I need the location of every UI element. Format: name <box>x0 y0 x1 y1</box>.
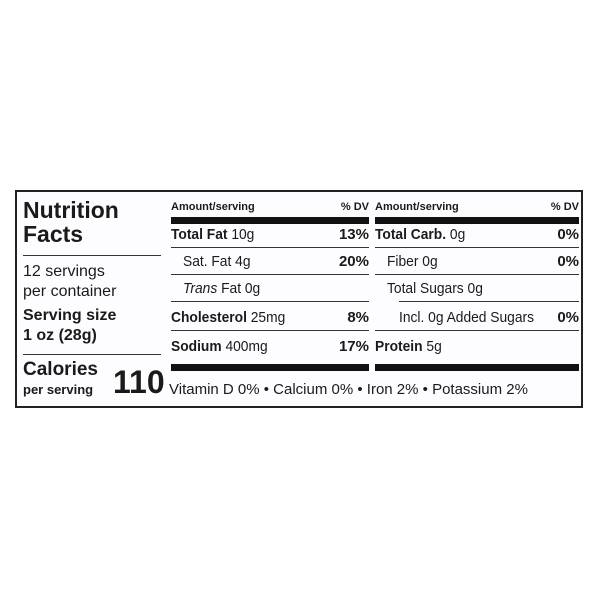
nutrition-facts-label: Nutrition Facts 12 servings per container … <box>15 190 583 408</box>
servings-line1: 12 servings <box>23 263 105 280</box>
vitamins-line: Vitamin D 0% • Calcium 0% • Iron 2% • Po… <box>169 381 528 398</box>
row-divider <box>375 247 579 248</box>
nutrient-amount: 0g <box>449 226 466 243</box>
calories-label: Calories <box>23 359 98 380</box>
title: Nutrition Facts <box>23 198 119 246</box>
nutrient-amount: 5g <box>426 338 442 355</box>
header-dv: % DV <box>340 201 369 213</box>
nutrient-name: Sat. Fat <box>183 253 232 270</box>
thick-divider <box>171 364 369 371</box>
row-divider <box>171 301 369 302</box>
nutrient-name: Total Fat <box>171 226 228 243</box>
daily-value: 0% <box>557 226 579 243</box>
title-line2: Facts <box>23 221 84 247</box>
nutrient-row: Total Carb. 0g <box>375 226 465 243</box>
thick-divider <box>375 217 579 224</box>
nutrient-name: Trans <box>183 280 218 297</box>
serving-size-value: 1 oz (28g) <box>23 327 97 344</box>
nutrient-amount: Fat 0g <box>221 280 261 297</box>
nutrient-row: Trans Fat 0g <box>183 280 260 297</box>
nutrient-name: Protein <box>375 338 423 355</box>
row-divider <box>375 274 579 275</box>
nutrient-row: Total Fat 10g <box>171 226 254 243</box>
nutrient-amount: 10g <box>231 226 255 243</box>
nutrient-amount: 400mg <box>225 338 268 355</box>
row-divider <box>171 330 369 331</box>
nutrient-name: Total Sugars <box>387 280 464 297</box>
serving-size: Serving size 1 oz (28g) <box>23 306 116 346</box>
nutrient-name: Sodium <box>171 338 222 355</box>
nutrient-amount: 4g <box>235 253 251 270</box>
calories-value: 110 <box>113 364 165 400</box>
daily-value: 0% <box>557 309 579 326</box>
calories-sub: per serving <box>23 382 94 397</box>
nutrient-name: Incl. 0g Added Sugars <box>399 309 535 326</box>
nutrient-row: Total Sugars 0g <box>387 280 483 297</box>
row-divider <box>399 301 579 302</box>
title-line1: Nutrition <box>23 197 119 223</box>
nutrient-name: Cholesterol <box>171 309 247 326</box>
nutrient-amount: 0g <box>467 280 483 297</box>
servings-line2: per container <box>23 283 117 300</box>
nutrient-row: Protein 5g <box>375 338 442 355</box>
divider <box>23 354 161 355</box>
nutrient-row: Fiber 0g <box>387 253 438 270</box>
nutrient-row: Sodium 400mg <box>171 338 268 355</box>
nutrient-row: Incl. 0g Added Sugars <box>399 309 534 326</box>
servings: 12 servings per container <box>23 262 116 302</box>
daily-value: 20% <box>338 253 369 270</box>
header-dv: % DV <box>550 201 579 213</box>
nutrient-row: Sat. Fat 4g <box>183 253 251 270</box>
nutrient-amount: 25mg <box>250 309 286 326</box>
daily-value: 8% <box>347 309 369 326</box>
divider <box>23 255 161 256</box>
row-divider <box>171 274 369 275</box>
row-divider <box>375 330 579 331</box>
nutrient-name: Total Carb. <box>375 226 447 243</box>
daily-value: 0% <box>557 253 579 270</box>
thick-divider <box>375 364 579 371</box>
daily-value: 13% <box>338 226 369 243</box>
daily-value: 17% <box>338 338 369 355</box>
header-amount: Amount/serving <box>171 201 255 213</box>
header-amount: Amount/serving <box>375 201 459 213</box>
serving-size-label: Serving size <box>23 307 117 324</box>
row-divider <box>171 247 369 248</box>
nutrient-name: Fiber <box>387 253 419 270</box>
nutrient-amount: 0g <box>422 253 438 270</box>
nutrient-row: Cholesterol 25mg <box>171 309 285 326</box>
thick-divider <box>171 217 369 224</box>
